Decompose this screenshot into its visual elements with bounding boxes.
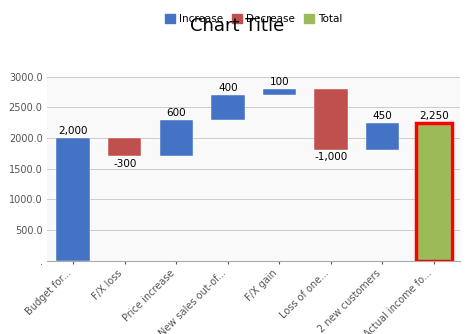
Text: 100: 100 <box>270 77 289 87</box>
Bar <box>56 138 90 261</box>
Text: 450: 450 <box>373 111 392 121</box>
Text: -300: -300 <box>113 159 137 169</box>
Text: 2,250: 2,250 <box>419 111 449 121</box>
Text: 2,000: 2,000 <box>58 126 88 136</box>
Bar <box>263 89 296 95</box>
Bar <box>417 123 451 261</box>
Text: 600: 600 <box>166 108 186 118</box>
Bar <box>211 95 245 120</box>
Bar <box>366 123 399 150</box>
Legend: Increase, Decrease, Total: Increase, Decrease, Total <box>163 12 345 26</box>
Bar <box>108 138 141 156</box>
Text: 400: 400 <box>218 83 237 93</box>
Text: -1,000: -1,000 <box>314 152 347 162</box>
Bar <box>160 120 193 156</box>
Bar <box>314 89 347 150</box>
Text: Chart Title: Chart Title <box>190 17 284 35</box>
